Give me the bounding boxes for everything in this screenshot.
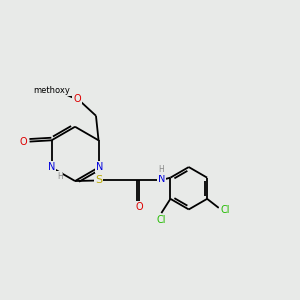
- Text: N: N: [96, 162, 103, 172]
- Text: H: H: [57, 172, 63, 181]
- Text: methoxy: methoxy: [33, 86, 70, 95]
- Text: S: S: [95, 176, 102, 185]
- Text: N: N: [48, 162, 55, 172]
- Text: O: O: [73, 94, 81, 104]
- Text: Cl: Cl: [157, 215, 166, 225]
- Text: O: O: [135, 202, 143, 212]
- Text: O: O: [19, 136, 27, 147]
- Text: Cl: Cl: [220, 206, 230, 215]
- Text: N: N: [158, 175, 165, 184]
- Text: H: H: [158, 165, 164, 174]
